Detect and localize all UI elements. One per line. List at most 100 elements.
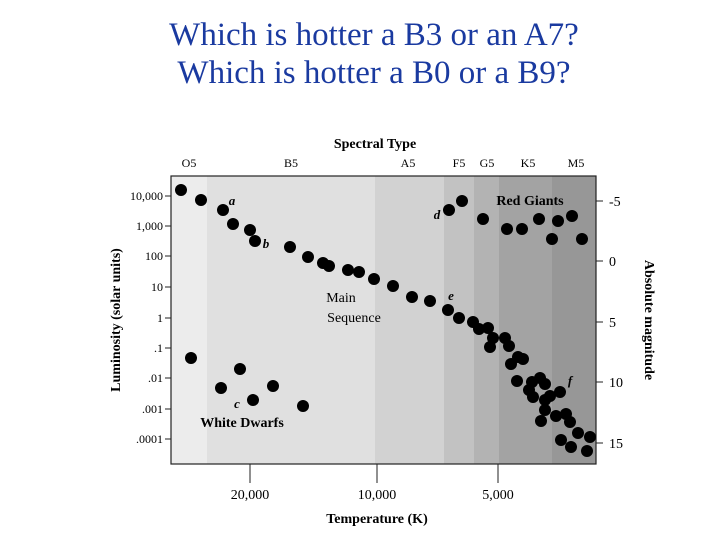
star-dot — [244, 224, 256, 236]
slide-title-line2: Which is hotter a B0 or a B9? — [177, 55, 571, 91]
star-dot — [581, 445, 593, 457]
y-tick-label-left: .001 — [142, 402, 163, 416]
point-label: e — [448, 288, 454, 303]
star-dot — [565, 441, 577, 453]
y-tick-label-right: 5 — [609, 316, 616, 331]
star-dot — [501, 223, 513, 235]
star-dot — [323, 260, 335, 272]
spectral-tick-label: F5 — [453, 156, 466, 170]
star-dot — [566, 210, 578, 222]
y-tick-label-right: 15 — [609, 437, 623, 452]
y-tick-label-left: 1 — [157, 311, 163, 325]
x-tick-label: 10,000 — [358, 488, 397, 503]
y-tick-label-left: 10 — [151, 280, 163, 294]
star-dot — [443, 204, 455, 216]
star-dot — [517, 353, 529, 365]
star-dot — [175, 184, 187, 196]
spectral-type-title: Spectral Type — [334, 137, 416, 152]
y-tick-label-left: 100 — [145, 249, 163, 263]
spectral-band — [171, 176, 207, 464]
star-dot — [477, 213, 489, 225]
star-dot — [387, 280, 399, 292]
star-dot — [482, 322, 494, 334]
chart-labels: Red Giants Main Sequence White Dwarfs a b c d e f — [200, 193, 574, 431]
y-tick-label-left: .01 — [148, 371, 163, 385]
star-dot — [247, 394, 259, 406]
y-tick-label-left: .1 — [154, 341, 163, 355]
star-dot — [505, 358, 517, 370]
point-label: a — [229, 193, 236, 208]
star-dot — [552, 215, 564, 227]
point-label: f — [568, 373, 574, 388]
point-label: d — [434, 207, 441, 222]
spectral-tick-label: B5 — [284, 156, 298, 170]
y-tick-label-right: 0 — [609, 255, 616, 270]
axis-ticks: 10,000 1,000 100 10 1 .1 .01 .001 .0001 -5 0 5 10 15 2… — [130, 156, 623, 503]
y-tick-label-right: -5 — [609, 195, 621, 210]
star-dot — [368, 273, 380, 285]
point-label: b — [263, 236, 270, 251]
star-dot — [302, 251, 314, 263]
star-dot — [215, 382, 227, 394]
spectral-tick-label: K5 — [521, 156, 536, 170]
spectral-tick-label: O5 — [182, 156, 197, 170]
star-dot — [572, 427, 584, 439]
point-label: c — [234, 396, 240, 411]
star-dot — [442, 304, 454, 316]
star-dot — [535, 415, 547, 427]
star-dot — [453, 312, 465, 324]
star-dot — [424, 295, 436, 307]
spectral-tick-label: M5 — [568, 156, 585, 170]
star-dot — [550, 410, 562, 422]
star-dot — [539, 404, 551, 416]
star-dot — [546, 233, 558, 245]
star-dot — [297, 400, 309, 412]
star-dot — [217, 204, 229, 216]
star-dot — [195, 194, 207, 206]
spectral-tick-label: A5 — [401, 156, 416, 170]
star-dot — [284, 241, 296, 253]
spectral-band — [375, 176, 444, 464]
star-dot — [249, 235, 261, 247]
star-dot — [234, 363, 246, 375]
star-dot — [267, 380, 279, 392]
star-dot — [576, 233, 588, 245]
y-tick-label-left: 10,000 — [130, 189, 163, 203]
star-dot — [406, 291, 418, 303]
star-dot — [554, 386, 566, 398]
star-dot — [473, 323, 485, 335]
star-dot — [564, 416, 576, 428]
x-tick-label: 20,000 — [231, 488, 270, 503]
star-dot — [516, 223, 528, 235]
star-dot — [533, 213, 545, 225]
y-tick-label-right: 10 — [609, 376, 623, 391]
star-dot — [584, 431, 596, 443]
x-tick-label: 5,000 — [482, 488, 514, 503]
star-dot — [353, 266, 365, 278]
star-dot — [511, 375, 523, 387]
spectral-tick-label: G5 — [480, 156, 495, 170]
region-label: White Dwarfs — [200, 416, 284, 431]
star-dot — [484, 341, 496, 353]
y-tick-label-left: .0001 — [136, 432, 163, 446]
x-axis-label: Temperature (K) — [326, 512, 428, 527]
y-axis-label-left: Luminosity (solar units) — [109, 248, 124, 392]
y-axis-label-right: Absolute magnitude — [641, 260, 656, 380]
star-dot — [555, 434, 567, 446]
star-dot — [342, 264, 354, 276]
star-dot — [544, 390, 556, 402]
star-dot — [539, 378, 551, 390]
region-label: Main — [326, 291, 356, 306]
plot-frame — [170, 175, 597, 465]
region-label: Sequence — [327, 311, 381, 326]
star-dot — [185, 352, 197, 364]
region-label: Red Giants — [496, 194, 564, 209]
slide-title-line1: Which is hotter a B3 or an A7? — [169, 17, 579, 53]
star-dot — [527, 391, 539, 403]
star-dot — [503, 340, 515, 352]
star-dot — [227, 218, 239, 230]
star-dot — [456, 195, 468, 207]
y-tick-label-left: 1,000 — [136, 219, 163, 233]
star-points — [175, 184, 596, 457]
